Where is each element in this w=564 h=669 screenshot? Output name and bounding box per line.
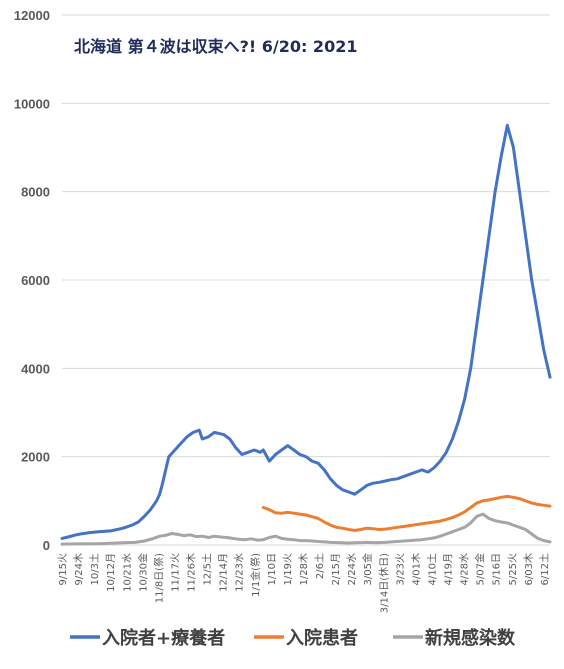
x-tick-label: 1/28木 <box>298 553 310 585</box>
y-tick-label: 2000 <box>21 450 50 465</box>
x-tick-label: 4/28水 <box>459 553 471 585</box>
x-tick-label: 6/12土 <box>538 553 551 585</box>
y-tick-label: 8000 <box>21 185 50 200</box>
chart-title: 北海道 第４波は収束へ?! 6/20: 2021 <box>74 37 357 56</box>
x-tick-label: 12/23水 <box>234 553 246 592</box>
x-tick-label: 5/07金 <box>474 553 487 585</box>
x-tick-label: 10/12月 <box>105 553 117 592</box>
x-tick-label: 11/8日(祭) <box>153 553 165 603</box>
y-tick-label: 10000 <box>14 96 50 111</box>
series-line-1 <box>60 123 552 540</box>
x-tick-label: 1/10日 <box>267 553 278 585</box>
series-group <box>60 123 552 546</box>
series-line-3 <box>60 512 552 546</box>
x-tick-label: 2/24水 <box>346 553 358 585</box>
x-axis-ticks: 9/15火 9/24木 10/3土 10/12月 10/21水 10/30金 11/8日(祭… <box>57 553 551 613</box>
y-tick-label: 4000 <box>21 361 50 376</box>
x-tick-label: 3/05金 <box>361 553 374 585</box>
x-tick-label: 5/16日 <box>492 553 503 585</box>
x-tick-label: 11/17火 <box>169 553 181 592</box>
x-tick-label: 1/1金(祭) <box>249 553 262 597</box>
x-tick-label: 4/19月 <box>443 553 455 585</box>
y-tick-label: 12000 <box>14 8 50 23</box>
x-tick-label: 9/24木 <box>73 553 85 585</box>
x-tick-label: 1/19火 <box>282 553 294 585</box>
x-tick-label: 12/5土 <box>201 553 214 585</box>
legend: 入院者+療養者 入院患者 新規感染数 <box>70 627 516 649</box>
legend-label-1: 入院者+療養者 <box>102 627 225 649</box>
x-tick-label: 6/03木 <box>523 553 535 585</box>
x-tick-label: 12/14月 <box>218 553 230 592</box>
series-line-2 <box>261 494 552 532</box>
y-tick-label: 0 <box>43 538 50 553</box>
x-tick-label: 9/15火 <box>57 553 69 585</box>
x-tick-label: 2/15月 <box>330 553 342 585</box>
x-tick-label: 4/01木 <box>410 553 422 585</box>
x-tick-label: 3/14日(休日) <box>378 553 390 613</box>
y-axis-ticks: 0 2000 4000 6000 8000 10000 12000 <box>14 8 50 553</box>
gridlines <box>62 14 550 546</box>
x-tick-label: 2/6土 <box>313 553 326 579</box>
x-tick-label: 10/21水 <box>121 553 133 592</box>
x-tick-label: 11/26木 <box>186 553 198 592</box>
y-tick-label: 6000 <box>21 273 50 288</box>
x-tick-label: 5/25火 <box>507 553 519 585</box>
x-tick-label: 10/30金 <box>136 553 149 592</box>
x-tick-label: 3/23火 <box>394 553 406 585</box>
x-tick-label: 10/3土 <box>88 553 101 585</box>
legend-label-3: 新規感染数 <box>425 627 516 649</box>
x-tick-label: 4/10土 <box>425 553 438 585</box>
legend-label-2: 入院患者 <box>286 627 358 649</box>
